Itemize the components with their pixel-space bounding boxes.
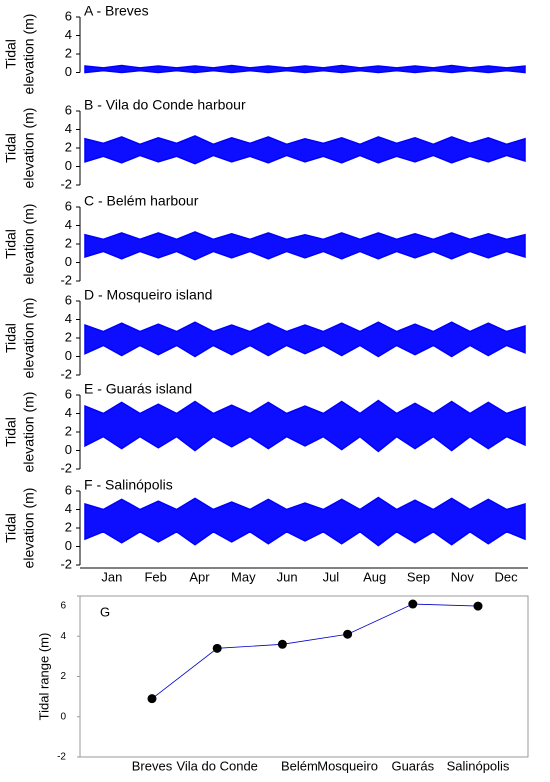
y-tick-label: 0 bbox=[65, 64, 72, 79]
x-tick-label: Belém bbox=[281, 758, 318, 773]
x-tick-label: Jun bbox=[277, 569, 298, 584]
tidal-band bbox=[84, 135, 526, 165]
y-axis-label: Tidal bbox=[3, 513, 19, 543]
y-axis-label: elevation (m) bbox=[21, 298, 37, 379]
y-tick-label: -2 bbox=[60, 366, 72, 381]
y-axis-label: elevation (m) bbox=[21, 392, 37, 473]
y-tick-label: 2 bbox=[65, 329, 72, 344]
x-tick-label: Sep bbox=[407, 569, 430, 584]
y-tick-label: -2 bbox=[57, 752, 66, 763]
tidal-band bbox=[84, 64, 526, 74]
y-tick-label: 2 bbox=[65, 235, 72, 250]
y-tick-label: -2 bbox=[60, 556, 72, 571]
x-tick-label: Jul bbox=[323, 569, 340, 584]
x-tick-label: Apr bbox=[189, 569, 210, 584]
y-tick-label: 2 bbox=[65, 45, 72, 60]
x-tick-label: Salinópolis bbox=[447, 758, 510, 773]
panel-title: C - Belém harbour bbox=[84, 193, 199, 209]
y-axis-label: elevation (m) bbox=[21, 14, 37, 95]
y-axis-label: Tidal range (m) bbox=[36, 633, 51, 721]
y-axis-label: elevation (m) bbox=[21, 204, 37, 285]
y-tick-label: 6 bbox=[65, 198, 72, 213]
y-tick-label: 0 bbox=[65, 158, 72, 173]
point bbox=[343, 629, 353, 639]
point bbox=[277, 639, 287, 649]
y-tick-label: 2 bbox=[65, 423, 72, 438]
y-tick-label: 4 bbox=[65, 405, 72, 420]
y-axis-label: Tidal bbox=[3, 323, 19, 353]
y-tick-label: 4 bbox=[65, 27, 72, 42]
x-tick-label: Aug bbox=[363, 569, 386, 584]
y-tick-label: 4 bbox=[65, 311, 72, 326]
x-tick-label: May bbox=[231, 569, 256, 584]
point bbox=[473, 601, 483, 611]
y-tick-label: 6 bbox=[65, 102, 72, 117]
y-tick-label: 2 bbox=[60, 671, 66, 682]
y-tick-label: -2 bbox=[60, 272, 72, 287]
y-axis-label: elevation (m) bbox=[21, 108, 37, 189]
panel-title: D - Mosqueiro island bbox=[84, 287, 212, 303]
y-tick-label: 0 bbox=[60, 711, 66, 722]
y-tick-label: 6 bbox=[65, 8, 72, 23]
y-tick-label: 0 bbox=[65, 254, 72, 269]
panel-title: F - Salinópolis bbox=[84, 477, 173, 493]
y-tick-label: 0 bbox=[65, 442, 72, 457]
x-tick-label: Jan bbox=[101, 569, 122, 584]
y-tick-label: 6 bbox=[65, 386, 72, 401]
tidal-band bbox=[84, 231, 526, 261]
panel-title: G bbox=[100, 604, 110, 619]
y-tick-label: 4 bbox=[65, 501, 72, 516]
y-tick-label: 6 bbox=[65, 292, 72, 307]
y-tick-label: 2 bbox=[65, 139, 72, 154]
y-tick-label: 4 bbox=[60, 631, 66, 642]
y-axis-label: Tidal bbox=[3, 133, 19, 163]
y-tick-label: 0 bbox=[65, 348, 72, 363]
line bbox=[151, 603, 479, 699]
y-tick-label: 6 bbox=[60, 601, 66, 612]
x-tick-label: Guarás bbox=[391, 758, 434, 773]
panel-title: A - Breves bbox=[84, 3, 149, 19]
x-tick-label: Feb bbox=[144, 569, 166, 584]
y-axis-label: Tidal bbox=[3, 417, 19, 447]
y-axis-label: Tidal bbox=[3, 39, 19, 69]
y-tick-label: -2 bbox=[60, 460, 72, 475]
point bbox=[212, 643, 222, 653]
y-tick-label: 2 bbox=[65, 519, 72, 534]
y-tick-label: 0 bbox=[65, 538, 72, 553]
point bbox=[147, 694, 157, 704]
x-tick-label: Dec bbox=[495, 569, 519, 584]
y-tick-label: 4 bbox=[65, 217, 72, 232]
y-tick-label: 6 bbox=[65, 482, 72, 497]
point bbox=[408, 599, 418, 609]
tidal-band bbox=[84, 399, 526, 453]
y-axis-label: elevation (m) bbox=[21, 488, 37, 569]
x-tick-label: Mosqueiro bbox=[317, 758, 378, 773]
y-tick-label: 4 bbox=[65, 121, 72, 136]
plot-frame bbox=[79, 595, 529, 758]
tidal-band bbox=[84, 321, 526, 358]
x-tick-label: Nov bbox=[451, 569, 475, 584]
y-tick-label: -2 bbox=[60, 176, 72, 191]
y-axis-label: Tidal bbox=[3, 229, 19, 259]
panel-title: E - Guarás island bbox=[84, 381, 192, 397]
x-tick-label: Vila do Conde bbox=[176, 758, 257, 773]
panel-title: B - Vila do Conde harbour bbox=[84, 97, 246, 113]
x-tick-label: Breves bbox=[132, 758, 173, 773]
tidal-band bbox=[84, 496, 526, 547]
